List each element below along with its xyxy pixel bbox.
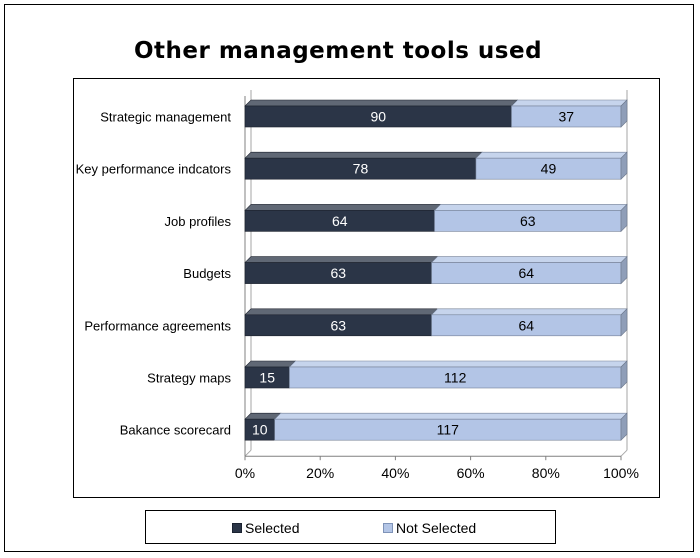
data-label-not-selected-6: 117 xyxy=(437,422,460,438)
x-tick-label-1: 20% xyxy=(306,465,334,481)
data-label-not-selected-3: 64 xyxy=(518,265,534,281)
x-tick-label-2: 40% xyxy=(381,465,409,481)
bar-side-2 xyxy=(620,203,628,233)
data-label-selected-0: 90 xyxy=(370,109,386,125)
data-label-not-selected-4: 64 xyxy=(518,317,534,333)
data-label-not-selected-1: 49 xyxy=(541,161,557,177)
chart-title: Other management tools used xyxy=(133,38,543,64)
legend: Selected Not Selected xyxy=(145,510,556,544)
bar-top-selected-4 xyxy=(244,308,439,316)
bar-side-4 xyxy=(620,308,628,337)
bar-top-selected-5 xyxy=(244,360,297,368)
bar-top-not-selected-6 xyxy=(273,412,628,420)
bar-chart: Strategic management 90 37 Key performance … xyxy=(76,90,639,481)
data-label-not-selected-5: 112 xyxy=(444,370,467,386)
bar-top-selected-1 xyxy=(244,151,483,159)
bar-top-not-selected-2 xyxy=(433,204,628,211)
x-tick-label-0: 0% xyxy=(235,465,255,481)
bar-top-not-selected-5 xyxy=(288,360,628,368)
x-tick-label-5: 100% xyxy=(603,465,639,481)
category-label-key-performance-indcators: Key performance indcators xyxy=(76,162,232,177)
category-label-strategic-management: Strategic management xyxy=(100,110,231,125)
chart-frame: Other management tools used Strategic ma… xyxy=(4,4,694,552)
data-label-selected-3: 63 xyxy=(330,265,346,281)
bar-top-not-selected-4 xyxy=(430,308,628,316)
floor-right-edge xyxy=(620,449,628,457)
bar-side-5 xyxy=(620,360,628,389)
bar-top-selected-3 xyxy=(244,256,439,263)
bar-top-selected-0 xyxy=(244,99,519,107)
category-label-strategy-maps: Strategy maps xyxy=(147,371,231,386)
category-label-budgets: Budgets xyxy=(183,266,231,281)
category-label-performance-agreements: Performance agreements xyxy=(84,318,231,333)
legend-swatch-selected xyxy=(232,523,242,533)
category-label-job-profiles: Job profiles xyxy=(165,214,232,229)
bar-top-not-selected-0 xyxy=(510,99,628,107)
data-label-not-selected-2: 63 xyxy=(520,213,536,229)
data-label-selected-6: 10 xyxy=(252,422,268,438)
legend-label-selected: Selected xyxy=(245,520,300,536)
x-tick-label-4: 80% xyxy=(532,465,560,481)
bar-side-6 xyxy=(620,412,628,441)
bar-top-not-selected-1 xyxy=(475,151,628,159)
bar-top-not-selected-3 xyxy=(430,256,628,263)
legend-label-not-selected: Not Selected xyxy=(396,520,477,536)
bar-side-1 xyxy=(620,151,628,180)
category-label-bakance-scorecard: Bakance scorecard xyxy=(120,423,231,438)
bar-top-selected-2 xyxy=(244,204,442,211)
legend-swatch-not-selected xyxy=(383,523,393,533)
legend-item-selected: Selected xyxy=(232,520,299,536)
data-label-selected-4: 63 xyxy=(330,317,346,333)
data-label-selected-1: 78 xyxy=(353,161,369,177)
bar-side-3 xyxy=(620,255,628,285)
data-label-selected-5: 15 xyxy=(259,370,275,386)
legend-item-not-selected: Not Selected xyxy=(383,520,476,536)
x-tick-label-3: 60% xyxy=(457,465,485,481)
data-label-not-selected-0: 37 xyxy=(558,109,574,125)
bar-side-0 xyxy=(620,99,628,128)
floor-left-edge xyxy=(244,449,252,457)
data-label-selected-2: 64 xyxy=(332,213,348,229)
